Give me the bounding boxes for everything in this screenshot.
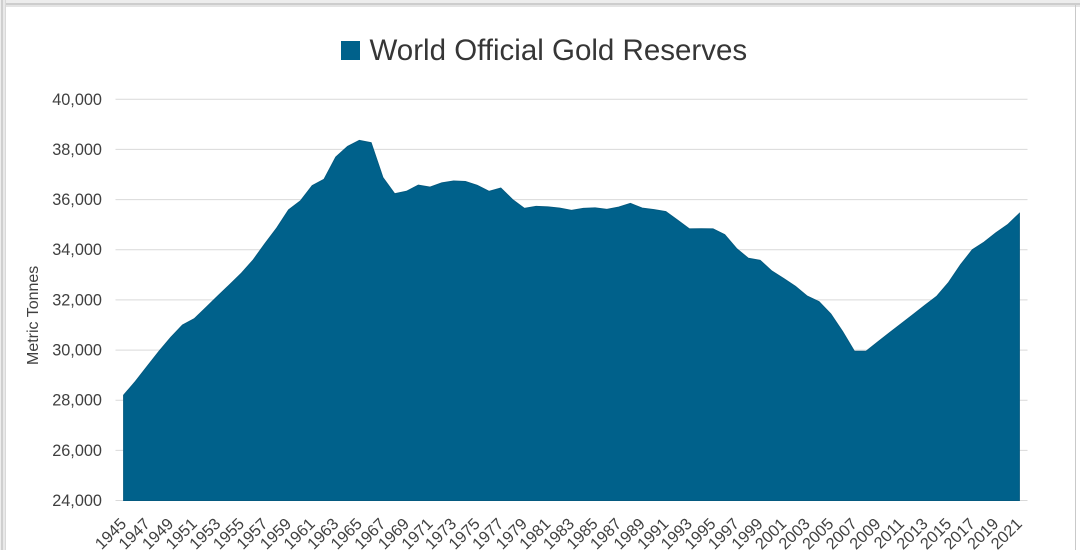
svg-text:36,000: 36,000 [52, 191, 102, 209]
svg-text:38,000: 38,000 [52, 141, 102, 159]
svg-text:24,000: 24,000 [52, 492, 102, 510]
svg-text:34,000: 34,000 [52, 241, 102, 259]
svg-text:30,000: 30,000 [52, 342, 102, 360]
svg-text:26,000: 26,000 [52, 442, 102, 460]
svg-text:40,000: 40,000 [52, 91, 102, 109]
svg-text:32,000: 32,000 [52, 291, 102, 309]
svg-text:28,000: 28,000 [52, 392, 102, 410]
